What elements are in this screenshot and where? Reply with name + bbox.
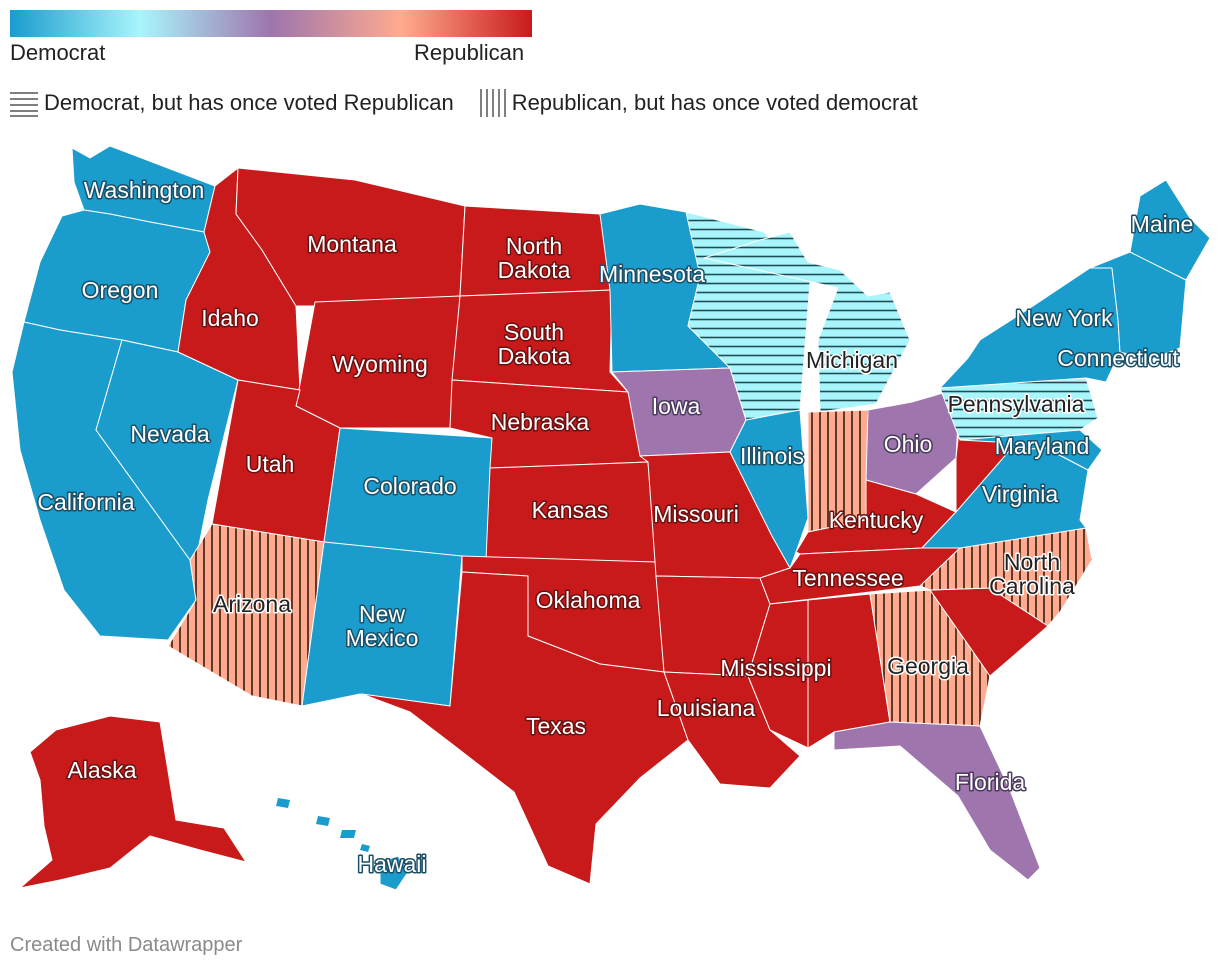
state-hawaii-island-1[interactable] bbox=[316, 816, 330, 826]
state-label-connecticut: Connecticut bbox=[1057, 345, 1179, 371]
state-mississippi[interactable] bbox=[747, 599, 809, 749]
state-label-kentucky: Kentucky bbox=[829, 507, 924, 533]
horizontal-lines-swatch-icon bbox=[10, 92, 38, 117]
state-label-north-dakota: North Dakota bbox=[498, 233, 571, 283]
state-label-georgia: Georgia bbox=[887, 653, 969, 679]
state-label-texas: Texas bbox=[526, 713, 586, 739]
state-label-alaska: Alaska bbox=[67, 757, 136, 783]
state-illinois[interactable] bbox=[729, 409, 809, 569]
state-label-pennsylvania: Pennsylvania bbox=[948, 391, 1085, 417]
state-hawaii[interactable] bbox=[379, 855, 409, 891]
state-wyoming[interactable] bbox=[295, 295, 461, 429]
state-label-north-carolina: North Carolina bbox=[989, 549, 1075, 599]
state-georgia[interactable] bbox=[869, 589, 991, 727]
state-label-south-dakota: South Dakota bbox=[498, 319, 571, 369]
states-layer bbox=[11, 145, 1211, 891]
pattern-legend: Democrat, but has once voted Republican … bbox=[10, 89, 942, 117]
state-label-idaho: Idaho bbox=[201, 305, 259, 331]
vertical-lines-swatch-icon bbox=[479, 89, 506, 117]
credit-text: Created with Datawrapper bbox=[10, 934, 243, 956]
legend-high-label: Republican bbox=[414, 40, 525, 65]
state-label-washington: Washington bbox=[84, 177, 205, 203]
state-label-louisiana: Louisiana bbox=[657, 695, 756, 721]
state-label-oklahoma: Oklahoma bbox=[536, 587, 641, 613]
color-gradient-bar bbox=[10, 10, 532, 37]
state-label-minnesota: Minnesota bbox=[599, 261, 705, 287]
state-label-california: California bbox=[37, 489, 134, 515]
state-label-missouri: Missouri bbox=[653, 501, 739, 527]
color-legend: Democrat Republican bbox=[10, 10, 532, 65]
state-alaska[interactable] bbox=[19, 715, 247, 889]
state-south-dakota[interactable] bbox=[451, 289, 629, 393]
state-label-kansas: Kansas bbox=[532, 497, 609, 523]
state-label-tennessee: Tennessee bbox=[792, 565, 903, 591]
state-label-arizona: Arizona bbox=[213, 591, 291, 617]
state-label-michigan: Michigan bbox=[806, 347, 898, 373]
state-michigan[interactable] bbox=[703, 231, 911, 413]
state-label-new-mexico: New Mexico bbox=[346, 601, 419, 651]
state-label-mississippi: Mississippi bbox=[720, 655, 831, 681]
state-label-hawaii: Hawaii bbox=[357, 851, 426, 877]
state-label-new-york: New York bbox=[1015, 305, 1113, 331]
state-label-maine: Maine bbox=[1131, 211, 1194, 237]
legend-low-label: Democrat bbox=[10, 40, 106, 65]
state-texas[interactable] bbox=[361, 571, 689, 885]
state-label-wyoming: Wyoming bbox=[332, 351, 428, 377]
pattern-legend-dem-once-rep: Democrat, but has once voted Republican bbox=[44, 90, 454, 115]
state-label-montana: Montana bbox=[307, 231, 397, 257]
state-label-florida: Florida bbox=[955, 769, 1026, 795]
state-label-utah: Utah bbox=[246, 451, 295, 477]
state-label-oregon: Oregon bbox=[82, 277, 159, 303]
state-label-virginia: Virginia bbox=[982, 481, 1058, 507]
state-label-maryland: Maryland bbox=[995, 433, 1090, 459]
state-label-nevada: Nevada bbox=[130, 421, 209, 447]
state-hawaii-island-2[interactable] bbox=[340, 830, 356, 838]
state-hawaii-island-0[interactable] bbox=[276, 798, 290, 808]
state-label-illinois: Illinois bbox=[740, 443, 804, 469]
state-label-nebraska: Nebraska bbox=[491, 409, 590, 435]
state-maine[interactable] bbox=[1129, 179, 1211, 281]
state-florida[interactable] bbox=[833, 721, 1041, 881]
state-label-iowa: Iowa bbox=[652, 393, 701, 419]
labels-layer: Washington Oregon California Nevada Idaho Mon… bbox=[36, 176, 1195, 879]
state-label-colorado: Colorado bbox=[363, 473, 456, 499]
state-label-ohio: Ohio bbox=[884, 431, 933, 457]
us-states-map: Washington Oregon California Nevada Idaho Mon… bbox=[11, 145, 1211, 891]
state-north-carolina[interactable] bbox=[919, 527, 1093, 627]
pattern-legend-rep-once-dem: Republican, but has once voted democrat bbox=[511, 90, 918, 115]
state-hawaii-island-3[interactable] bbox=[360, 844, 370, 852]
state-maryland[interactable] bbox=[959, 429, 1103, 471]
